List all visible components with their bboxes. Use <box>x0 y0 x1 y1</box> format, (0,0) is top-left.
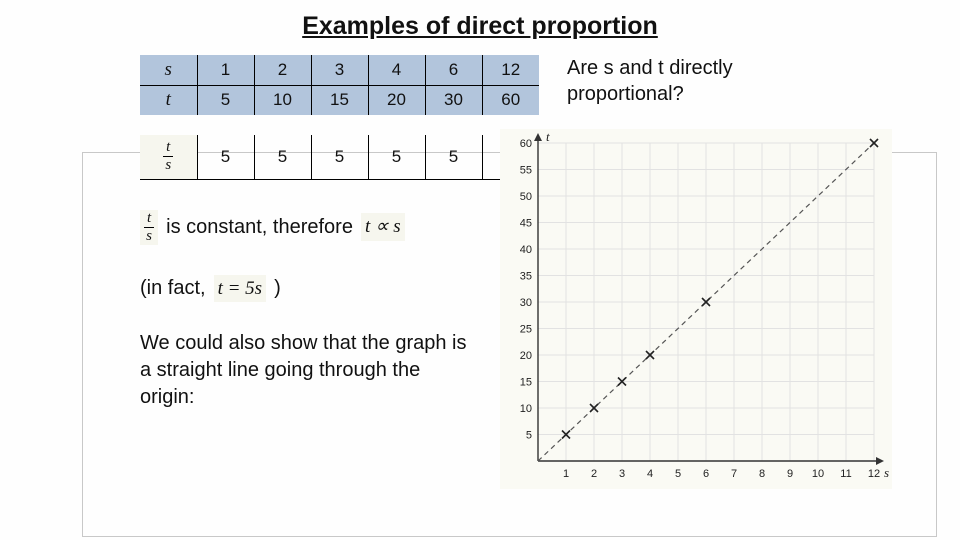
cell: 3 <box>311 55 368 85</box>
ratio-label: t s <box>140 135 197 179</box>
question-text: Are s and t directly proportional? <box>567 55 827 107</box>
cell: 10 <box>254 85 311 115</box>
svg-text:55: 55 <box>520 165 532 177</box>
row-s-label: s <box>140 55 197 85</box>
cell: 1 <box>197 55 254 85</box>
svg-text:t: t <box>546 129 550 144</box>
cell: 5 <box>368 135 425 179</box>
cell: 30 <box>425 85 482 115</box>
svg-text:3: 3 <box>619 468 625 480</box>
proportion-chart: 12345678910111251015202530354045505560st <box>500 129 892 489</box>
table-row: s 1 2 3 4 6 12 <box>140 55 539 85</box>
svg-text:30: 30 <box>520 297 532 309</box>
svg-text:s: s <box>884 465 889 480</box>
svg-text:35: 35 <box>520 271 532 283</box>
cell: 5 <box>254 135 311 179</box>
cell: 6 <box>425 55 482 85</box>
in-fact-suffix: ) <box>274 275 281 302</box>
graph-note: We could also show that the graph is a s… <box>140 330 480 411</box>
svg-text:5: 5 <box>526 430 532 442</box>
chart-svg: 12345678910111251015202530354045505560st <box>500 129 892 489</box>
fraction-icon: t s <box>163 140 173 173</box>
fraction-icon: t s <box>140 210 158 245</box>
cell: 60 <box>482 85 539 115</box>
table-row: t 5 10 15 20 30 60 <box>140 85 539 115</box>
data-table: s 1 2 3 4 6 12 t 5 10 15 20 30 60 <box>140 55 539 115</box>
cell: 5 <box>197 135 254 179</box>
svg-text:12: 12 <box>868 468 880 480</box>
ratio-table: t s 5 5 5 5 5 5 <box>140 135 539 180</box>
cell: 2 <box>254 55 311 85</box>
svg-text:2: 2 <box>591 468 597 480</box>
row-t-label: t <box>140 85 197 115</box>
cell: 5 <box>425 135 482 179</box>
svg-text:10: 10 <box>812 468 824 480</box>
svg-text:40: 40 <box>520 244 532 256</box>
table-row: t s 5 5 5 5 5 5 <box>140 135 539 179</box>
cell: 20 <box>368 85 425 115</box>
equation-expr: t = 5s <box>214 275 267 303</box>
svg-text:20: 20 <box>520 350 532 362</box>
svg-text:5: 5 <box>675 468 681 480</box>
svg-text:10: 10 <box>520 403 532 415</box>
svg-text:50: 50 <box>520 191 532 203</box>
cell: 5 <box>311 135 368 179</box>
svg-text:8: 8 <box>759 468 765 480</box>
constant-text: is constant, therefore <box>166 214 353 241</box>
svg-text:25: 25 <box>520 324 532 336</box>
cell: 15 <box>311 85 368 115</box>
svg-text:6: 6 <box>703 468 709 480</box>
svg-text:45: 45 <box>520 218 532 230</box>
svg-text:15: 15 <box>520 377 532 389</box>
page-title: Examples of direct proportion <box>20 12 940 41</box>
svg-text:4: 4 <box>647 468 653 480</box>
svg-text:11: 11 <box>840 468 851 480</box>
cell: 12 <box>482 55 539 85</box>
top-row: s 1 2 3 4 6 12 t 5 10 15 20 30 60 Are s … <box>140 55 940 115</box>
in-fact-prefix: (in fact, <box>140 275 206 302</box>
cell: 5 <box>197 85 254 115</box>
svg-text:60: 60 <box>520 138 532 150</box>
proportional-expr: t ∝ s <box>361 213 405 241</box>
svg-text:1: 1 <box>563 468 569 480</box>
cell: 4 <box>368 55 425 85</box>
svg-text:7: 7 <box>731 468 737 480</box>
svg-text:9: 9 <box>787 468 793 480</box>
lower-area: t s 5 5 5 5 5 5 t s is constant, therefo… <box>140 135 940 515</box>
